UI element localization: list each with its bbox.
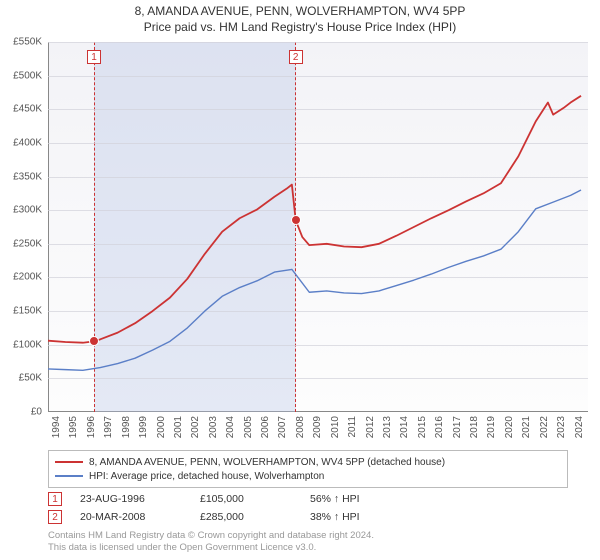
x-tick-label: 1999 bbox=[138, 416, 149, 438]
x-tick-label: 2018 bbox=[469, 416, 480, 438]
event-price: £105,000 bbox=[200, 493, 310, 505]
x-tick-label: 2015 bbox=[417, 416, 428, 438]
x-tick-label: 2006 bbox=[260, 416, 271, 438]
series-price_paid bbox=[48, 96, 581, 343]
legend-swatch bbox=[55, 475, 83, 477]
x-tick-label: 2022 bbox=[539, 416, 550, 438]
x-tick-label: 1998 bbox=[121, 416, 132, 438]
event-date: 20-MAR-2008 bbox=[80, 511, 200, 523]
event-row: 2 20-MAR-2008 £285,000 38% ↑ HPI bbox=[48, 508, 360, 526]
x-tick-label: 2016 bbox=[434, 416, 445, 438]
x-tick-label: 2000 bbox=[156, 416, 167, 438]
legend-label: 8, AMANDA AVENUE, PENN, WOLVERHAMPTON, W… bbox=[89, 457, 445, 468]
y-tick-label: £300K bbox=[13, 205, 42, 216]
event-table: 1 23-AUG-1996 £105,000 56% ↑ HPI 2 20-MA… bbox=[48, 490, 360, 526]
chart-area: £0£50K£100K£150K£200K£250K£300K£350K£400… bbox=[48, 42, 588, 412]
legend: 8, AMANDA AVENUE, PENN, WOLVERHAMPTON, W… bbox=[48, 450, 568, 488]
event-price: £285,000 bbox=[200, 511, 310, 523]
x-tick-label: 1997 bbox=[103, 416, 114, 438]
legend-item-hpi: HPI: Average price, detached house, Wolv… bbox=[55, 469, 561, 483]
marker-point bbox=[291, 215, 301, 225]
y-tick-label: £50K bbox=[19, 373, 42, 384]
x-tick-label: 1994 bbox=[51, 416, 62, 438]
x-tick-label: 2011 bbox=[347, 416, 358, 438]
y-tick-label: £150K bbox=[13, 306, 42, 317]
x-tick-label: 2005 bbox=[243, 416, 254, 438]
footer-line: This data is licensed under the Open Gov… bbox=[48, 542, 374, 554]
chart-subtitle: Price paid vs. HM Land Registry's House … bbox=[0, 20, 600, 34]
y-tick-label: £500K bbox=[13, 70, 42, 81]
x-tick-label: 2002 bbox=[190, 416, 201, 438]
x-tick-label: 2017 bbox=[452, 416, 463, 438]
x-tick-label: 2024 bbox=[574, 416, 585, 438]
series-hpi bbox=[48, 190, 581, 370]
x-tick-label: 2020 bbox=[504, 416, 515, 438]
y-tick-label: £200K bbox=[13, 272, 42, 283]
y-tick-label: £100K bbox=[13, 339, 42, 350]
y-tick-label: £450K bbox=[13, 104, 42, 115]
legend-label: HPI: Average price, detached house, Wolv… bbox=[89, 471, 324, 482]
chart-title: 8, AMANDA AVENUE, PENN, WOLVERHAMPTON, W… bbox=[0, 4, 600, 18]
x-tick-label: 2019 bbox=[486, 416, 497, 438]
y-tick-label: £350K bbox=[13, 171, 42, 182]
x-tick-label: 2021 bbox=[521, 416, 532, 438]
x-tick-label: 2004 bbox=[225, 416, 236, 438]
line-series-svg bbox=[48, 42, 588, 412]
y-tick-label: £400K bbox=[13, 137, 42, 148]
x-tick-label: 2013 bbox=[382, 416, 393, 438]
legend-item-price-paid: 8, AMANDA AVENUE, PENN, WOLVERHAMPTON, W… bbox=[55, 455, 561, 469]
x-tick-label: 2010 bbox=[330, 416, 341, 438]
chart-container: 8, AMANDA AVENUE, PENN, WOLVERHAMPTON, W… bbox=[0, 0, 600, 560]
x-tick-label: 2009 bbox=[312, 416, 323, 438]
y-tick-label: £0 bbox=[31, 407, 42, 418]
y-tick-label: £250K bbox=[13, 238, 42, 249]
event-marker-box: 1 bbox=[48, 492, 62, 506]
event-hpi: 38% ↑ HPI bbox=[310, 511, 360, 523]
x-tick-label: 2008 bbox=[295, 416, 306, 438]
x-tick-label: 2007 bbox=[277, 416, 288, 438]
marker-box: 1 bbox=[87, 50, 101, 64]
x-tick-label: 2001 bbox=[173, 416, 184, 438]
legend-swatch bbox=[55, 461, 83, 463]
x-tick-label: 2012 bbox=[365, 416, 376, 438]
footer-attribution: Contains HM Land Registry data © Crown c… bbox=[48, 530, 374, 554]
marker-box: 2 bbox=[289, 50, 303, 64]
x-tick-label: 1996 bbox=[86, 416, 97, 438]
y-tick-label: £550K bbox=[13, 37, 42, 48]
x-tick-label: 2014 bbox=[399, 416, 410, 438]
event-marker-box: 2 bbox=[48, 510, 62, 524]
x-tick-label: 1995 bbox=[68, 416, 79, 438]
event-date: 23-AUG-1996 bbox=[80, 493, 200, 505]
x-tick-label: 2023 bbox=[556, 416, 567, 438]
event-hpi: 56% ↑ HPI bbox=[310, 493, 360, 505]
x-tick-label: 2003 bbox=[208, 416, 219, 438]
marker-point bbox=[89, 336, 99, 346]
title-block: 8, AMANDA AVENUE, PENN, WOLVERHAMPTON, W… bbox=[0, 0, 600, 34]
event-row: 1 23-AUG-1996 £105,000 56% ↑ HPI bbox=[48, 490, 360, 508]
footer-line: Contains HM Land Registry data © Crown c… bbox=[48, 530, 374, 542]
